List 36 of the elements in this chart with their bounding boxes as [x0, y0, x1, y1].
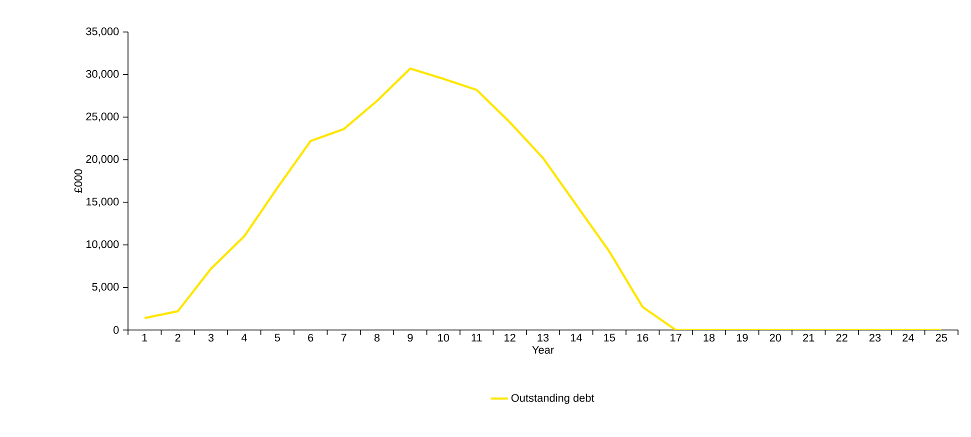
x-tick-label: 14	[570, 334, 582, 342]
x-tick-label: 1	[142, 334, 148, 342]
x-tick-label: 19	[736, 334, 748, 342]
y-axis-title: £000	[74, 169, 82, 193]
y-tick-label: 0	[113, 326, 119, 334]
y-tick-label: 10,000	[86, 240, 119, 250]
x-tick-label: 3	[208, 334, 214, 342]
legend-label: Outstanding debt	[511, 394, 594, 404]
x-tick-label: 21	[803, 334, 814, 342]
x-tick-label: 17	[670, 334, 682, 342]
x-tick-label: 25	[936, 334, 948, 342]
x-tick-label: 12	[504, 334, 516, 342]
x-tick-label: 10	[438, 334, 450, 342]
x-tick-label: 6	[308, 334, 314, 342]
x-tick-label: 23	[869, 334, 881, 342]
x-tick-label: 24	[902, 334, 914, 342]
x-axis-title: Year	[532, 346, 554, 354]
x-tick-label: 2	[175, 334, 180, 342]
y-tick-label: 15,000	[86, 198, 119, 207]
y-tick-label: 5,000	[92, 282, 119, 292]
x-tick-label: 22	[836, 334, 848, 342]
x-tick-label: 11	[472, 334, 482, 342]
y-tick-label: 30,000	[86, 70, 119, 80]
x-tick-label: 20	[770, 334, 782, 342]
x-tick-label: 16	[637, 334, 648, 342]
y-tick-label: 20,000	[86, 155, 119, 164]
x-tick-label: 4	[241, 334, 247, 342]
y-tick-label: 25,000	[86, 112, 119, 122]
x-tick-label: 18	[704, 334, 715, 342]
x-tick-label: 8	[374, 334, 380, 342]
x-tick-label: 7	[341, 334, 346, 342]
x-tick-label: 13	[538, 334, 549, 342]
x-tick-label: 15	[604, 334, 616, 342]
x-tick-label: 9	[408, 334, 413, 342]
x-tick-label: 5	[274, 334, 280, 342]
y-tick-label: 35,000	[86, 27, 119, 37]
